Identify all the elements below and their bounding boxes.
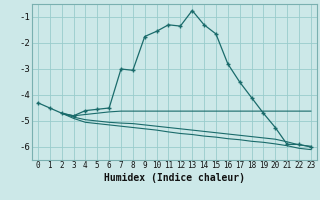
X-axis label: Humidex (Indice chaleur): Humidex (Indice chaleur) [104,173,245,183]
